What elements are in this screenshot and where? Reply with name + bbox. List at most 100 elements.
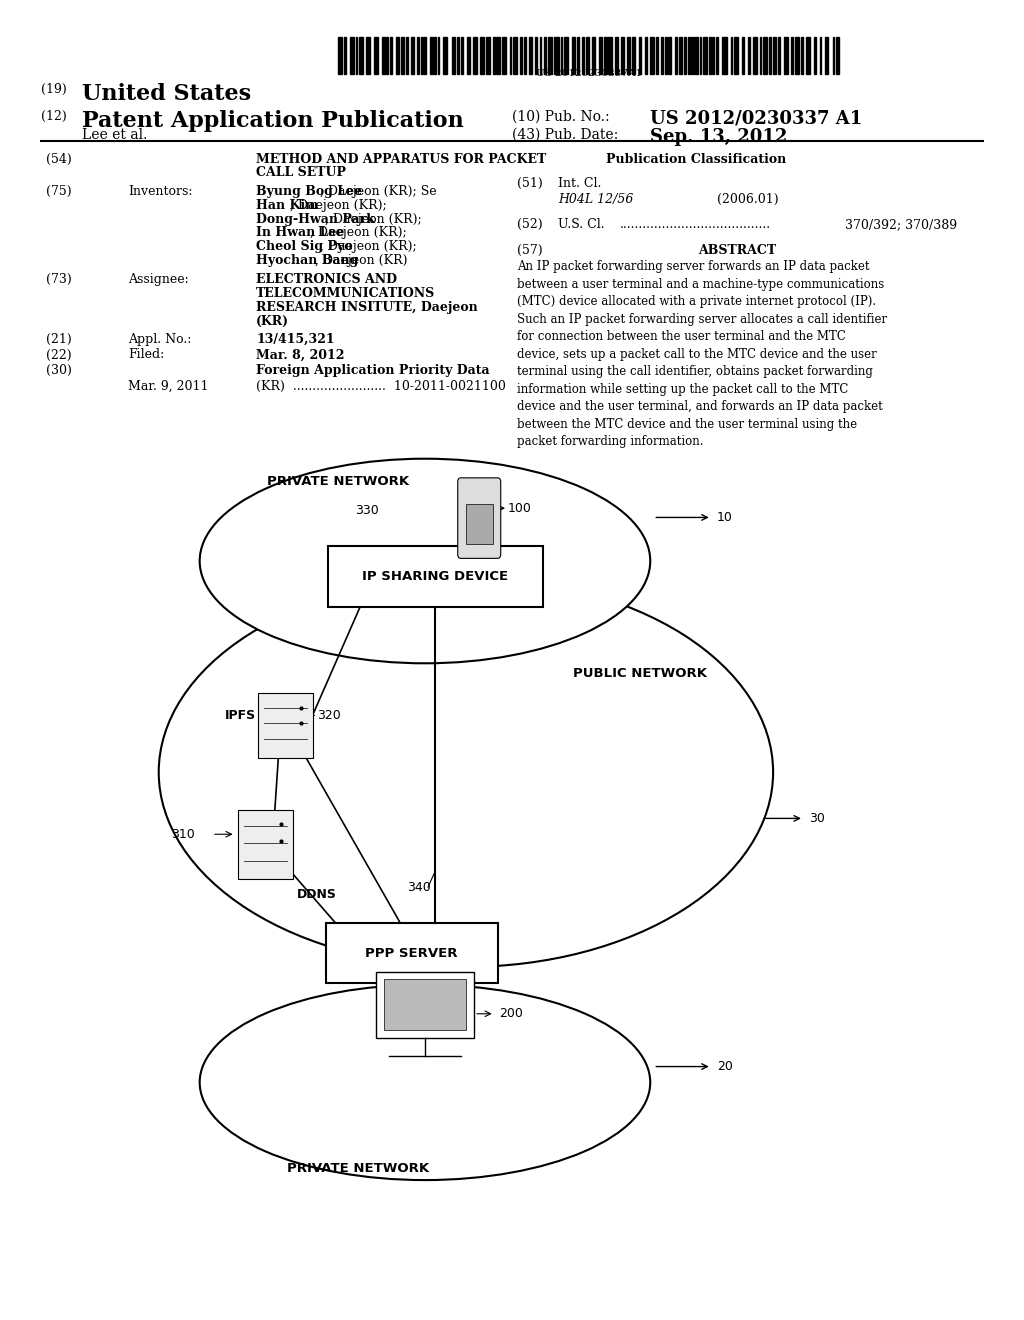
Bar — [691, 37, 692, 74]
Bar — [734, 37, 738, 74]
Bar — [650, 37, 654, 74]
Bar — [825, 37, 828, 74]
Bar — [709, 37, 711, 74]
Bar — [632, 37, 635, 74]
Bar — [645, 37, 647, 74]
Text: Byung Bog Lee: Byung Bog Lee — [256, 185, 362, 198]
Bar — [608, 37, 612, 74]
Bar — [753, 37, 757, 74]
Text: , Daejeon (KR): , Daejeon (KR) — [315, 253, 408, 267]
Text: 13/415,321: 13/415,321 — [256, 333, 335, 346]
Bar — [814, 37, 815, 74]
Bar — [639, 37, 641, 74]
Text: ABSTRACT: ABSTRACT — [698, 244, 776, 257]
Text: Publication Classification: Publication Classification — [606, 153, 786, 166]
Bar — [520, 37, 522, 74]
Bar — [656, 37, 657, 74]
Text: Sep. 13, 2012: Sep. 13, 2012 — [650, 128, 787, 147]
Text: METHOD AND APPARATUS FOR PACKET: METHOD AND APPARATUS FOR PACKET — [256, 153, 546, 166]
Text: 340: 340 — [408, 880, 431, 894]
Text: 20: 20 — [717, 1060, 733, 1073]
Text: Patent Application Publication: Patent Application Publication — [82, 110, 464, 132]
Bar — [396, 37, 399, 74]
Text: (2006.01): (2006.01) — [717, 193, 778, 206]
Bar — [699, 37, 701, 74]
Bar — [783, 37, 787, 74]
Bar — [603, 37, 606, 74]
Text: Hyochan Bang: Hyochan Bang — [256, 253, 358, 267]
Bar — [536, 37, 537, 74]
Text: Han Kim: Han Kim — [256, 199, 318, 211]
Bar — [716, 37, 718, 74]
Bar — [819, 37, 821, 74]
Text: US 2012/0230337 A1: US 2012/0230337 A1 — [650, 110, 862, 128]
Text: (75): (75) — [46, 185, 72, 198]
Bar — [418, 37, 420, 74]
Bar — [443, 37, 447, 74]
Text: 100: 100 — [508, 502, 531, 515]
Bar — [430, 37, 433, 74]
FancyBboxPatch shape — [258, 693, 313, 758]
Bar — [773, 37, 776, 74]
Bar — [457, 37, 459, 74]
Text: (73): (73) — [46, 273, 72, 286]
Text: Int. Cl.: Int. Cl. — [558, 177, 601, 190]
Bar — [461, 37, 463, 74]
Text: Cheol Sig Pyo: Cheol Sig Pyo — [256, 240, 352, 253]
Bar — [712, 37, 714, 74]
Text: , Daejeon (KR);: , Daejeon (KR); — [319, 240, 417, 253]
Bar — [407, 37, 409, 74]
Bar — [513, 37, 517, 74]
Bar — [679, 37, 682, 74]
Bar — [467, 37, 470, 74]
Bar — [493, 37, 495, 74]
Bar — [401, 37, 404, 74]
Text: DDNS: DDNS — [297, 888, 337, 902]
Bar — [510, 37, 512, 74]
Text: Inventors:: Inventors: — [128, 185, 193, 198]
Text: (51): (51) — [517, 177, 543, 190]
Bar — [586, 37, 589, 74]
Bar — [412, 37, 415, 74]
Bar — [742, 37, 743, 74]
Bar — [422, 37, 423, 74]
FancyBboxPatch shape — [238, 810, 293, 879]
Bar — [769, 37, 771, 74]
Bar — [473, 37, 477, 74]
Text: Lee et al.: Lee et al. — [82, 128, 147, 143]
Ellipse shape — [200, 985, 650, 1180]
Bar — [791, 37, 793, 74]
Bar — [480, 37, 484, 74]
Text: (52): (52) — [517, 218, 543, 231]
Bar — [760, 37, 761, 74]
Text: Mar. 8, 2012: Mar. 8, 2012 — [256, 348, 344, 362]
Bar — [438, 37, 439, 74]
Bar — [502, 37, 506, 74]
Bar — [529, 37, 532, 74]
FancyBboxPatch shape — [326, 923, 498, 983]
Bar — [344, 37, 346, 74]
Text: 10: 10 — [717, 511, 733, 524]
Bar — [748, 37, 750, 74]
Bar — [621, 37, 624, 74]
Bar — [356, 37, 357, 74]
Text: ELECTRONICS AND: ELECTRONICS AND — [256, 273, 397, 286]
Bar — [561, 37, 562, 74]
Bar — [795, 37, 799, 74]
Bar — [555, 37, 559, 74]
Bar — [730, 37, 732, 74]
Bar — [660, 37, 663, 74]
Bar — [683, 37, 685, 74]
Bar — [390, 37, 392, 74]
Bar — [386, 37, 388, 74]
Bar — [434, 37, 436, 74]
Bar — [425, 37, 427, 74]
Bar — [564, 37, 568, 74]
Text: (KR): (KR) — [256, 314, 289, 327]
Bar — [367, 37, 371, 74]
Text: U.S. Cl.: U.S. Cl. — [558, 218, 605, 231]
FancyBboxPatch shape — [328, 546, 543, 607]
Text: US 20120230337A1: US 20120230337A1 — [536, 69, 642, 78]
Text: RESEARCH INSITUTE, Daejeon: RESEARCH INSITUTE, Daejeon — [256, 301, 478, 314]
Text: , Daejeon (KR);: , Daejeon (KR); — [310, 226, 407, 239]
